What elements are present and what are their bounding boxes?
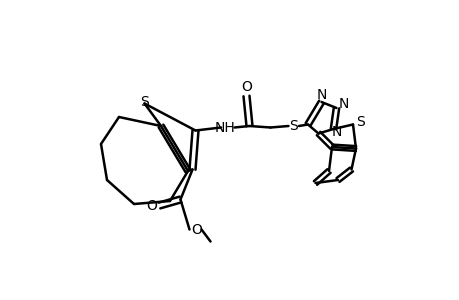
Text: S: S (355, 115, 364, 128)
Text: O: O (146, 199, 157, 212)
Text: N: N (338, 97, 348, 110)
Text: N: N (330, 125, 341, 139)
Text: N: N (316, 88, 326, 101)
Text: S: S (288, 119, 297, 133)
Text: O: O (191, 223, 202, 236)
Text: O: O (241, 80, 252, 94)
Text: S: S (140, 95, 149, 109)
Text: NH: NH (215, 121, 235, 134)
